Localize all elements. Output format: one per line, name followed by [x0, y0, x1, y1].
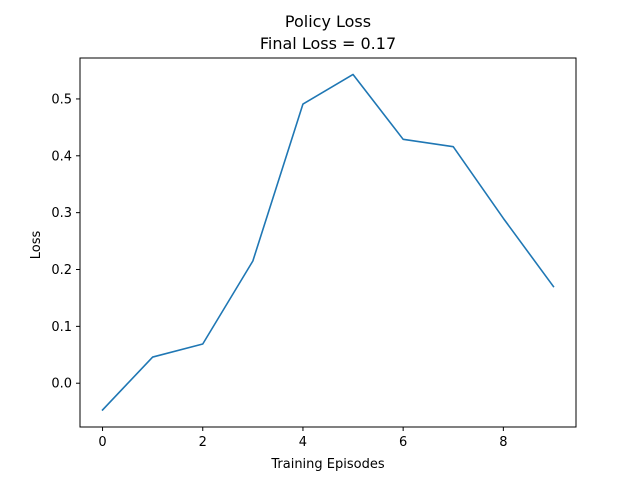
data-point-9 [551, 285, 555, 289]
y-tick-label-4: 0.4 [51, 149, 72, 164]
axes-frame [79, 57, 577, 428]
chart-subtitle: Final Loss = 0.17 [260, 34, 396, 53]
data-point-5 [351, 72, 355, 76]
y-tick-label-2: 0.2 [51, 263, 72, 278]
series-line-0 [101, 73, 555, 412]
data-point-8 [501, 216, 505, 220]
data-point-7 [451, 145, 455, 149]
plot-area: 0 2 4 6 8 0.0 0.1 0.2 0.3 0.4 0.5 [51, 57, 577, 450]
y-tick-label-0: 0.0 [51, 377, 72, 392]
data-point-2 [201, 342, 205, 346]
y-axis-label: Loss [29, 231, 44, 260]
y-tick-label-5: 0.5 [51, 92, 72, 107]
x-tick-label-3: 6 [399, 435, 407, 450]
chart-title: Policy Loss [285, 12, 371, 31]
data-point-1 [151, 355, 155, 359]
data-point-0 [101, 408, 105, 412]
x-tick-label-4: 8 [499, 435, 507, 450]
y-tick-label-3: 0.3 [51, 206, 72, 221]
data-point-3 [251, 259, 255, 263]
x-axis-label: Training Episodes [270, 457, 384, 472]
y-tick-label-1: 0.1 [51, 320, 72, 335]
data-point-4 [301, 102, 305, 106]
data-point-6 [401, 137, 405, 141]
x-tick-label-1: 2 [199, 435, 207, 450]
x-tick-label-0: 0 [98, 435, 106, 450]
x-tick-label-2: 4 [299, 435, 307, 450]
